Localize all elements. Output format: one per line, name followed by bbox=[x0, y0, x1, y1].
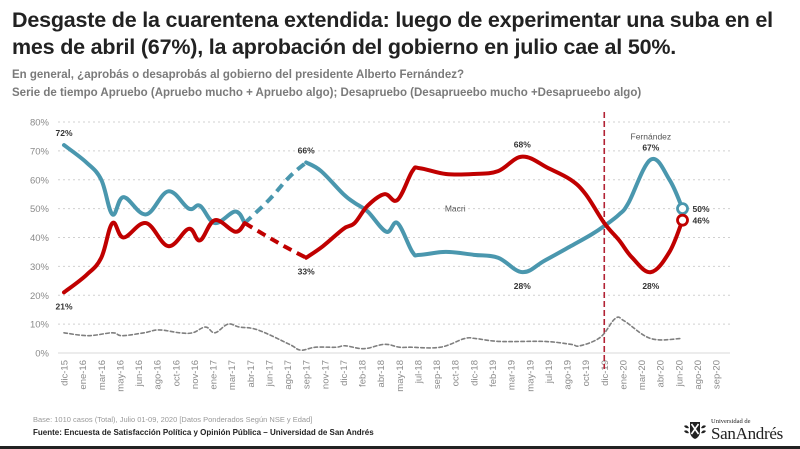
series-line-apruebo bbox=[62, 143, 247, 226]
logo-name: SanAndrés bbox=[711, 424, 783, 443]
data-label: 21% bbox=[55, 301, 72, 311]
x-tick-label: feb-18 bbox=[358, 360, 369, 387]
x-tick-label: sep-17 bbox=[302, 360, 313, 389]
data-label: 33% bbox=[298, 267, 315, 277]
end-marker-desaprueebo bbox=[676, 213, 689, 227]
data-labels: Macri Fernández 72% 21% 66% 33% 68% 28% 67% 28% 50… bbox=[55, 128, 709, 311]
x-tick-label: sep-20 bbox=[712, 360, 723, 389]
x-tick-label: abr-20 bbox=[656, 360, 667, 387]
chart-title: Desgaste de la cuarentena extendida: lue… bbox=[12, 8, 773, 59]
x-tick-label: jun-17 bbox=[264, 360, 275, 387]
x-tick-label: ene-17 bbox=[209, 360, 220, 390]
data-label: 50% bbox=[693, 204, 710, 214]
y-tick-label: 20% bbox=[30, 291, 50, 302]
end-marker-apruebo bbox=[676, 202, 689, 216]
series-line-desaprueebo-sin-medici-n bbox=[243, 221, 308, 260]
y-tick-label: 10% bbox=[30, 320, 50, 331]
bottom-border bbox=[0, 446, 800, 449]
y-tick-label: 30% bbox=[30, 262, 50, 273]
x-tick-label: ago-17 bbox=[283, 360, 294, 390]
x-tick-label: ago-16 bbox=[153, 360, 164, 390]
x-tick-label: nov-16 bbox=[190, 360, 201, 389]
x-tick-label: may-16 bbox=[115, 360, 126, 392]
y-tick-label: 80% bbox=[30, 118, 50, 129]
x-tick-label: dic-15 bbox=[60, 360, 71, 386]
y-tick-label: 50% bbox=[30, 204, 50, 215]
university-logo: Universidad de SanAndrés bbox=[683, 418, 783, 442]
survey-question: En general, ¿aprobás o desaprobás al gob… bbox=[12, 69, 464, 81]
x-tick-label: jul-18 bbox=[413, 360, 424, 384]
x-tick-label: oct-16 bbox=[171, 360, 182, 386]
x-tick-label: jun-16 bbox=[134, 360, 145, 387]
data-label: 68% bbox=[514, 140, 531, 150]
x-tick-label: ago-19 bbox=[563, 360, 574, 390]
logo-small-text: Universidad de bbox=[711, 418, 751, 425]
x-tick-label: mar-19 bbox=[507, 360, 518, 390]
x-tick-label: sep-18 bbox=[432, 360, 443, 389]
x-tick-label: ene-20 bbox=[618, 360, 629, 390]
gridlines bbox=[58, 121, 730, 354]
series-line-desaprueebo bbox=[304, 154, 685, 275]
series-description: Serie de tiempo Apruebo (Apruebo mucho +… bbox=[12, 87, 642, 99]
x-tick-label: abr-17 bbox=[246, 360, 257, 387]
series-line-ns-nc bbox=[63, 316, 682, 351]
source-note: Fuente: Encuesta de Satisfacción Polític… bbox=[33, 428, 374, 437]
x-tick-label: mar-17 bbox=[227, 360, 238, 390]
sample-base-note: Base: 1010 casos (Total), Julio 01-09, 2… bbox=[33, 415, 313, 424]
data-label: 28% bbox=[642, 281, 659, 291]
data-label: 67% bbox=[642, 143, 659, 153]
x-tick-label: jun-20 bbox=[674, 360, 685, 387]
x-tick-label: dic-19 bbox=[600, 360, 611, 386]
x-tick-label: mar-16 bbox=[97, 360, 108, 390]
x-tick-label: jul-19 bbox=[544, 360, 555, 384]
x-tick-label: abr-18 bbox=[376, 360, 387, 387]
x-tick-label: dic-17 bbox=[339, 360, 350, 386]
x-tick-label: may-18 bbox=[395, 360, 406, 392]
period-label: Fernández bbox=[631, 131, 672, 141]
x-tick-label: mar-20 bbox=[637, 360, 648, 390]
x-tick-label: ene-16 bbox=[78, 360, 89, 390]
x-tick-label: oct-19 bbox=[581, 360, 592, 386]
x-tick-label: oct-18 bbox=[451, 360, 462, 386]
x-tick-label: feb-19 bbox=[488, 360, 499, 387]
x-tick-label: may-19 bbox=[525, 360, 536, 392]
series-line-apruebo bbox=[304, 156, 685, 275]
data-label: 28% bbox=[514, 281, 531, 291]
university-crest-icon bbox=[684, 422, 706, 439]
y-tick-label: 70% bbox=[30, 146, 50, 157]
y-tick-label: 60% bbox=[30, 175, 50, 186]
x-axis: dic-15 ene-16 mar-16 may-16 jun-16 ago-16 oct-… bbox=[60, 360, 723, 392]
y-tick-label: 0% bbox=[35, 349, 49, 360]
x-tick-label: nov-17 bbox=[320, 360, 331, 389]
y-tick-label: 40% bbox=[30, 233, 50, 244]
x-tick-label: dic-18 bbox=[469, 360, 480, 386]
series-lines bbox=[62, 143, 689, 351]
data-label: 72% bbox=[55, 128, 72, 138]
data-label: 46% bbox=[693, 216, 710, 226]
series-line-apruebo-sin-medici-n bbox=[243, 160, 308, 225]
period-label: Macri bbox=[445, 204, 466, 214]
y-axis: 0% 10% 20% 30% 40% 50% 60% 70% 80% bbox=[30, 118, 50, 360]
series-line-desaprueebo bbox=[62, 218, 247, 295]
data-label: 66% bbox=[298, 145, 315, 155]
x-tick-label: ago-20 bbox=[693, 360, 704, 390]
